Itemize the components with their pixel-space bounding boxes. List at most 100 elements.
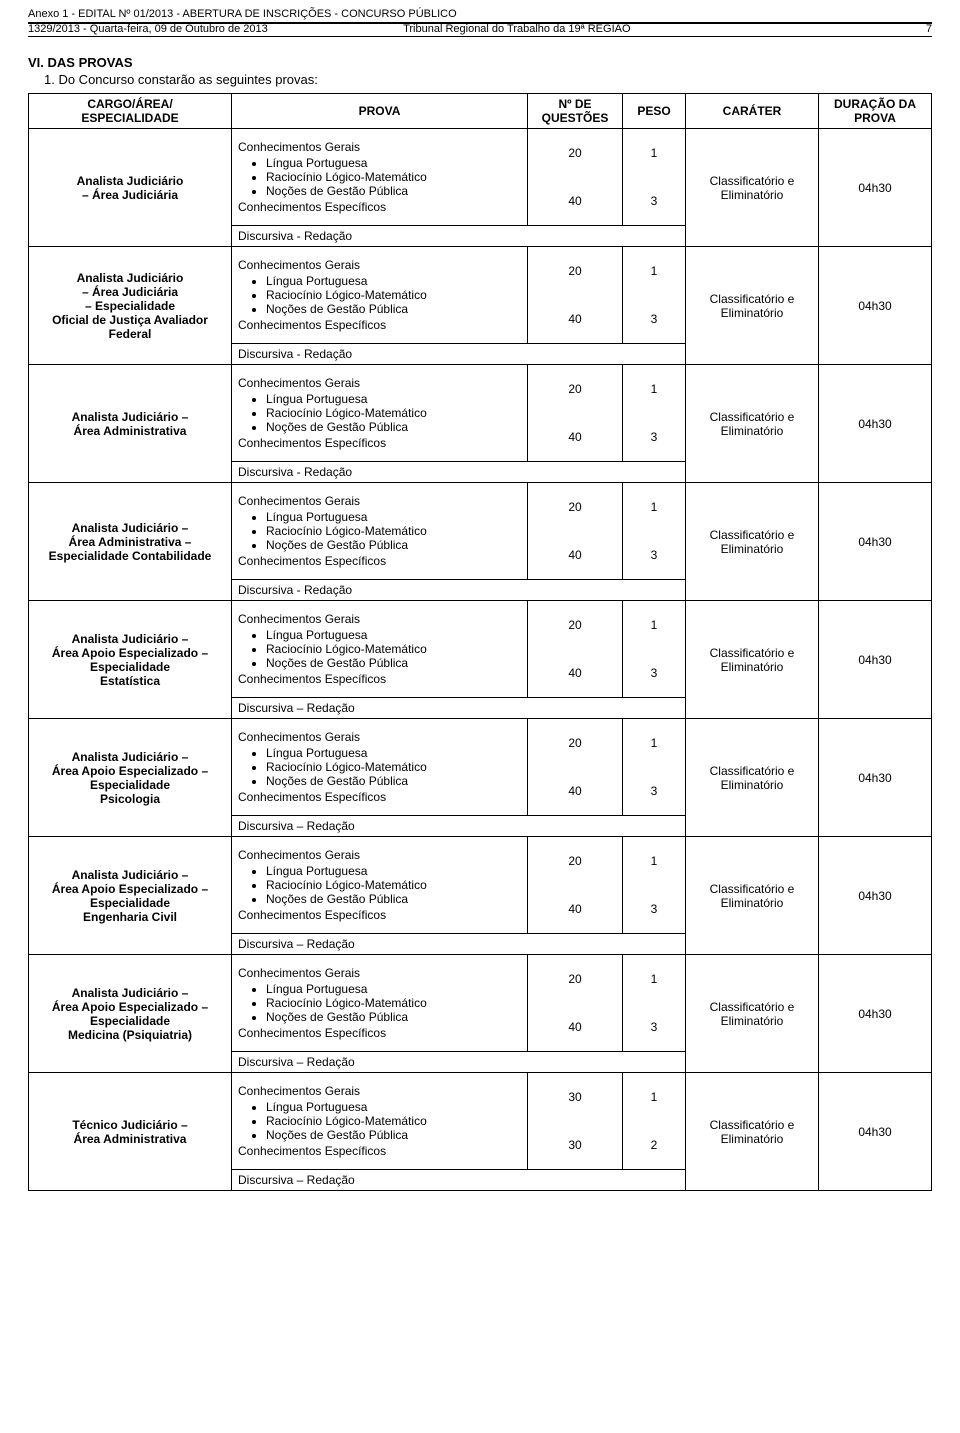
provas-table: CARGO/ÁREA/ ESPECIALIDADEPROVANº DE QUES… bbox=[28, 93, 932, 1191]
cargo-cell: Analista Judiciário –Área Apoio Especial… bbox=[29, 955, 232, 1073]
cargo-cell: Analista Judiciário –Área Administrativa bbox=[29, 365, 232, 483]
nq-value: 20 bbox=[528, 719, 622, 767]
carater-line: Eliminatório bbox=[692, 1014, 812, 1028]
carater-cell: Classificatório eEliminatório bbox=[686, 601, 819, 719]
cargo-line: Analista Judiciário bbox=[35, 271, 225, 285]
cg-list: Língua PortuguesaRaciocínio Lógico-Matem… bbox=[238, 156, 521, 198]
carater-line: Classificatório e bbox=[692, 174, 812, 188]
cargo-line: Especialidade Contabilidade bbox=[35, 549, 225, 563]
cg-list-item: Raciocínio Lógico-Matemático bbox=[266, 760, 521, 774]
discursiva-cell: Discursiva - Redação bbox=[232, 462, 686, 483]
duracao-cell: 04h30 bbox=[819, 247, 932, 365]
conhecimentos-especificos: Conhecimentos Específicos bbox=[238, 908, 521, 922]
conhecimentos-especificos: Conhecimentos Específicos bbox=[238, 672, 521, 686]
peso-value: 1 bbox=[623, 955, 685, 1003]
nq-value: 40 bbox=[528, 649, 622, 697]
cargo-line: Analista Judiciário bbox=[35, 174, 225, 188]
th-carater: CARÁTER bbox=[686, 94, 819, 129]
nq-value: 20 bbox=[528, 129, 622, 177]
section-title: VI. DAS PROVAS bbox=[28, 55, 932, 70]
duracao-cell: 04h30 bbox=[819, 955, 932, 1073]
header-left: Anexo 1 - EDITAL Nº 01/2013 - ABERTURA D… bbox=[28, 8, 457, 20]
cargo-cell: Analista Judiciário –Área Apoio Especial… bbox=[29, 837, 232, 955]
nq-value: 40 bbox=[528, 177, 622, 225]
th-duracao: DURAÇÃO DA PROVA bbox=[819, 94, 932, 129]
conhecimentos-gerais: Conhecimentos Gerais bbox=[238, 140, 521, 154]
nq-cell: 2040 bbox=[528, 483, 623, 580]
conhecimentos-especificos: Conhecimentos Específicos bbox=[238, 1144, 521, 1158]
nq-value: 40 bbox=[528, 885, 622, 933]
duracao-cell: 04h30 bbox=[819, 365, 932, 483]
peso-value: 2 bbox=[623, 1121, 685, 1169]
carater-cell: Classificatório eEliminatório bbox=[686, 365, 819, 483]
carater-line: Classificatório e bbox=[692, 646, 812, 660]
cargo-line: Analista Judiciário – bbox=[35, 750, 225, 764]
page: Anexo 1 - EDITAL Nº 01/2013 - ABERTURA D… bbox=[0, 0, 960, 1211]
peso-value: 1 bbox=[623, 129, 685, 177]
duracao-cell: 04h30 bbox=[819, 129, 932, 247]
nq-value: 20 bbox=[528, 955, 622, 1003]
header-left-line1: Anexo 1 - EDITAL Nº 01/2013 - ABERTURA D… bbox=[28, 8, 457, 20]
nq-cell: 2040 bbox=[528, 719, 623, 816]
header-page-number: 7 bbox=[926, 23, 932, 35]
cargo-cell: Analista Judiciário –Área Apoio Especial… bbox=[29, 601, 232, 719]
cargo-line: Analista Judiciário – bbox=[35, 521, 225, 535]
carater-cell: Classificatório eEliminatório bbox=[686, 955, 819, 1073]
cargo-cell: Analista Judiciário– Área Judiciária bbox=[29, 129, 232, 247]
table-row: Analista Judiciário– Área Judiciária– Es… bbox=[29, 247, 932, 344]
cg-list-item: Língua Portuguesa bbox=[266, 156, 521, 170]
conhecimentos-especificos: Conhecimentos Específicos bbox=[238, 1026, 521, 1040]
cargo-line: Área Apoio Especializado – bbox=[35, 646, 225, 660]
peso-value: 3 bbox=[623, 767, 685, 815]
table-row: Analista Judiciário –Área Apoio Especial… bbox=[29, 601, 932, 698]
peso-value: 3 bbox=[623, 177, 685, 225]
cargo-line: – Área Judiciária bbox=[35, 188, 225, 202]
peso-value: 3 bbox=[623, 531, 685, 579]
conhecimentos-gerais: Conhecimentos Gerais bbox=[238, 376, 521, 390]
table-row: Analista Judiciário –Área Administrativa… bbox=[29, 483, 932, 580]
cg-list-item: Raciocínio Lógico-Matemático bbox=[266, 996, 521, 1010]
cargo-cell: Analista Judiciário –Área Administrativa… bbox=[29, 483, 232, 601]
cargo-line: Analista Judiciário – bbox=[35, 868, 225, 882]
cargo-line: Área Apoio Especializado – bbox=[35, 1000, 225, 1014]
nq-value: 20 bbox=[528, 601, 622, 649]
prova-cell: Conhecimentos GeraisLíngua PortuguesaRac… bbox=[232, 247, 528, 344]
discursiva-cell: Discursiva – Redação bbox=[232, 698, 686, 719]
cg-list-item: Língua Portuguesa bbox=[266, 628, 521, 642]
cargo-line: Área Administrativa bbox=[35, 1132, 225, 1146]
cg-list: Língua PortuguesaRaciocínio Lógico-Matem… bbox=[238, 510, 521, 552]
header-right-line1: Tribunal Regional do Trabalho da 19ª REG… bbox=[403, 23, 630, 35]
cargo-cell: Analista Judiciário– Área Judiciária– Es… bbox=[29, 247, 232, 365]
conhecimentos-gerais: Conhecimentos Gerais bbox=[238, 1084, 521, 1098]
cg-list-item: Noções de Gestão Pública bbox=[266, 184, 521, 198]
cargo-line: Técnico Judiciário – bbox=[35, 1118, 225, 1132]
prova-cell: Conhecimentos Gerais Língua PortuguesaRac… bbox=[232, 1073, 528, 1170]
prova-cell: Conhecimentos Gerais Língua PortuguesaRac… bbox=[232, 483, 528, 580]
duracao-cell: 04h30 bbox=[819, 1073, 932, 1191]
duracao-cell: 04h30 bbox=[819, 837, 932, 955]
cg-list-item: Raciocínio Lógico-Matemático bbox=[266, 1114, 521, 1128]
cargo-line: Oficial de Justiça Avaliador bbox=[35, 313, 225, 327]
cargo-cell: Analista Judiciário –Área Apoio Especial… bbox=[29, 719, 232, 837]
th-prova: PROVA bbox=[232, 94, 528, 129]
peso-value: 1 bbox=[623, 1073, 685, 1121]
peso-value: 3 bbox=[623, 885, 685, 933]
nq-cell: 2040 bbox=[528, 601, 623, 698]
cg-list: Língua PortuguesaRaciocínio Lógico-Matem… bbox=[238, 274, 521, 316]
nq-value: 40 bbox=[528, 1003, 622, 1051]
cg-list-item: Noções de Gestão Pública bbox=[266, 656, 521, 670]
cg-list-item: Língua Portuguesa bbox=[266, 392, 521, 406]
conhecimentos-gerais: Conhecimentos Gerais bbox=[238, 494, 521, 508]
carater-line: Eliminatório bbox=[692, 660, 812, 674]
conhecimentos-gerais: Conhecimentos Gerais bbox=[238, 966, 521, 980]
prova-cell: Conhecimentos GeraisLíngua PortuguesaRac… bbox=[232, 955, 528, 1052]
header-rule bbox=[28, 36, 932, 37]
cg-list: Língua PortuguesaRaciocínio Lógico-Matem… bbox=[238, 1100, 521, 1142]
cg-list-item: Noções de Gestão Pública bbox=[266, 1128, 521, 1142]
carater-line: Classificatório e bbox=[692, 1118, 812, 1132]
conhecimentos-especificos: Conhecimentos Específicos bbox=[238, 790, 521, 804]
carater-cell: Classificatório eEliminatório bbox=[686, 483, 819, 601]
prova-cell: Conhecimentos GeraisLíngua PortuguesaRac… bbox=[232, 837, 528, 934]
peso-cell: 13 bbox=[623, 365, 686, 462]
cg-list: Língua PortuguesaRaciocínio Lógico-Matem… bbox=[238, 864, 521, 906]
